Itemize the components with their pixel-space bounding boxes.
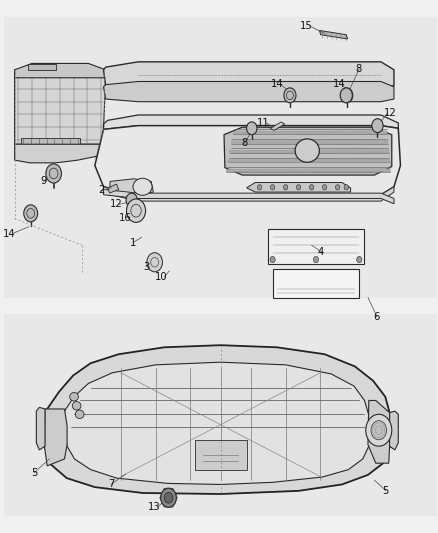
Ellipse shape <box>340 88 352 103</box>
Ellipse shape <box>366 414 392 446</box>
Polygon shape <box>231 140 388 143</box>
Ellipse shape <box>295 139 319 163</box>
Ellipse shape <box>70 392 78 401</box>
FancyBboxPatch shape <box>272 269 359 298</box>
Polygon shape <box>45 345 390 494</box>
Text: 9: 9 <box>41 176 47 187</box>
Ellipse shape <box>133 178 152 195</box>
Polygon shape <box>226 168 391 172</box>
Ellipse shape <box>247 122 257 135</box>
Polygon shape <box>103 187 394 201</box>
Polygon shape <box>108 184 119 193</box>
Polygon shape <box>224 127 392 175</box>
Ellipse shape <box>270 184 275 190</box>
Ellipse shape <box>270 256 275 263</box>
FancyBboxPatch shape <box>4 17 437 298</box>
Text: 14: 14 <box>4 229 16 239</box>
Polygon shape <box>390 411 398 450</box>
Ellipse shape <box>127 199 145 222</box>
Polygon shape <box>230 150 389 153</box>
Text: 13: 13 <box>148 502 161 512</box>
Polygon shape <box>103 189 394 204</box>
Ellipse shape <box>309 184 314 190</box>
Text: 16: 16 <box>119 213 131 223</box>
Ellipse shape <box>344 184 349 190</box>
Polygon shape <box>21 138 80 144</box>
Ellipse shape <box>75 410 84 418</box>
Text: 15: 15 <box>300 21 312 31</box>
Polygon shape <box>103 115 398 130</box>
Text: 14: 14 <box>333 79 346 89</box>
Text: 1: 1 <box>130 238 137 247</box>
Ellipse shape <box>372 119 383 133</box>
Ellipse shape <box>147 253 162 272</box>
Text: 3: 3 <box>143 262 149 271</box>
Polygon shape <box>247 182 350 192</box>
Text: 6: 6 <box>374 312 380 322</box>
Polygon shape <box>233 131 387 134</box>
FancyBboxPatch shape <box>194 440 247 470</box>
Ellipse shape <box>336 184 340 190</box>
Ellipse shape <box>284 88 296 103</box>
Polygon shape <box>28 64 56 70</box>
Text: 8: 8 <box>242 138 248 148</box>
Ellipse shape <box>161 488 177 507</box>
Polygon shape <box>319 30 348 39</box>
Ellipse shape <box>24 205 38 222</box>
Polygon shape <box>14 70 106 144</box>
FancyBboxPatch shape <box>268 229 364 264</box>
Ellipse shape <box>72 401 81 410</box>
Text: 11: 11 <box>257 118 269 128</box>
Text: 4: 4 <box>318 247 324 256</box>
Polygon shape <box>103 62 394 88</box>
Polygon shape <box>270 122 285 131</box>
Polygon shape <box>36 407 45 450</box>
Polygon shape <box>103 82 394 102</box>
Ellipse shape <box>371 421 387 440</box>
Text: 12: 12 <box>110 199 123 209</box>
Text: 10: 10 <box>155 272 168 282</box>
Ellipse shape <box>341 88 353 103</box>
Ellipse shape <box>126 193 138 207</box>
Ellipse shape <box>322 184 327 190</box>
Text: 5: 5 <box>383 486 389 496</box>
Text: 14: 14 <box>271 79 283 89</box>
Text: 2: 2 <box>98 185 104 196</box>
Polygon shape <box>228 159 390 163</box>
Ellipse shape <box>283 184 288 190</box>
Ellipse shape <box>297 184 301 190</box>
Ellipse shape <box>313 256 318 263</box>
Ellipse shape <box>164 492 173 503</box>
Ellipse shape <box>46 164 61 183</box>
Ellipse shape <box>258 184 262 190</box>
Text: 8: 8 <box>356 64 362 74</box>
Text: 5: 5 <box>31 468 38 478</box>
Text: 12: 12 <box>384 108 396 118</box>
Polygon shape <box>45 409 67 466</box>
Polygon shape <box>95 126 400 195</box>
Polygon shape <box>64 362 369 484</box>
Polygon shape <box>110 179 153 195</box>
Polygon shape <box>368 400 390 463</box>
Text: 7: 7 <box>108 480 114 489</box>
Polygon shape <box>14 144 103 163</box>
FancyBboxPatch shape <box>4 314 437 516</box>
Polygon shape <box>14 63 106 78</box>
Ellipse shape <box>357 256 362 263</box>
